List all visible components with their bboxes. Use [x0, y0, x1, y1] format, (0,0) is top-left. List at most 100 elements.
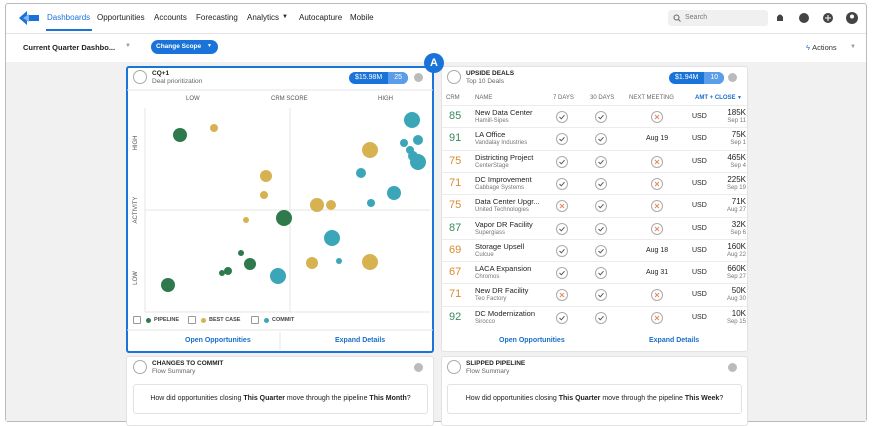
status-icon — [556, 311, 568, 324]
status-icon — [595, 244, 607, 257]
pill-count: 25 — [388, 72, 409, 84]
pill-amount: $1.94M — [675, 74, 699, 81]
footer-link[interactable]: Open Opportunities — [185, 337, 251, 344]
crm-score: 92 — [449, 310, 462, 323]
currency: USD — [692, 179, 707, 187]
logo — [19, 11, 39, 25]
account-name: CenterStage — [475, 162, 509, 169]
nav-tab[interactable]: Mobile — [350, 13, 374, 22]
question-part: This Quarter — [243, 395, 285, 402]
actions-button[interactable]: ϟ Actions — [806, 43, 837, 52]
info-icon — [414, 73, 423, 82]
currency: USD — [692, 313, 707, 321]
currency: USD — [692, 224, 707, 232]
top-icons[interactable] — [774, 11, 864, 25]
legend-dot — [146, 318, 151, 323]
close-date: Sep 19 — [726, 184, 746, 191]
x-high: HIGH — [378, 96, 393, 102]
row-divider — [442, 105, 747, 106]
card-title: UPSIDE DEALS — [466, 70, 515, 77]
card-subtitle: Flow Summary — [466, 368, 510, 375]
question-part: move through the pipeline — [284, 395, 370, 402]
deal-name: Data Center Upgr... — [475, 197, 540, 207]
row-divider — [442, 216, 747, 218]
next-meeting: Aug 18 — [646, 246, 669, 254]
card-title: SLIPPED PIPELINE — [466, 360, 526, 367]
change-scope-button[interactable]: Change Scope ▼ — [151, 40, 218, 54]
deal-name: New DR Facility — [475, 286, 529, 296]
column-header: 7 DAYS — [553, 95, 574, 101]
y-axis-label: HIGH — [133, 135, 139, 151]
dashboard-select[interactable]: Current Quarter Dashbo... — [23, 43, 116, 52]
currency: USD — [692, 202, 707, 210]
close-date: Aug 27 — [726, 207, 746, 214]
legend-checkbox[interactable] — [133, 316, 141, 324]
status-icon — [651, 288, 663, 302]
pill-count: 10 — [704, 72, 725, 84]
card-subtitle: Deal prioritization — [152, 78, 203, 85]
next-meeting: Aug 31 — [646, 269, 669, 277]
active-tab-underline — [46, 29, 92, 31]
card-icon — [447, 70, 461, 84]
status-icon — [556, 199, 568, 213]
account-name: United Technologies — [475, 207, 529, 214]
currency: USD — [692, 269, 707, 277]
crm-score: 91 — [449, 132, 462, 145]
currency: USD — [692, 113, 707, 120]
card-title: CQ+1 — [152, 70, 170, 77]
deal-name: DC Improvement — [475, 174, 532, 184]
nav-tab[interactable]: Dashboards — [47, 13, 91, 22]
question-part: This Week — [684, 395, 720, 402]
nav-tab[interactable]: Autocapture — [299, 13, 343, 22]
footer-link[interactable]: Expand Details — [649, 337, 700, 344]
legend-checkbox[interactable] — [251, 316, 259, 324]
card-icon — [133, 360, 147, 374]
actions-caret[interactable]: ▼ — [850, 44, 856, 50]
crm-score: 87 — [449, 221, 462, 234]
question-part: This Month — [369, 395, 407, 402]
deal-name: Vapor DR Facility — [475, 219, 533, 229]
close-date: Sep 27 — [726, 274, 746, 281]
status-icon — [595, 288, 607, 302]
dropdown-caret[interactable]: ▼ — [125, 43, 131, 49]
column-header: AMT + CLOSE — [695, 95, 736, 101]
nav-tab[interactable]: Opportunities — [97, 13, 145, 22]
amount: 32K — [731, 219, 746, 229]
question-part: move through the pipeline — [600, 395, 685, 402]
divider — [6, 33, 866, 34]
x-label: CRM SCORE — [271, 96, 308, 102]
legend-checkbox[interactable] — [188, 316, 196, 324]
info-icon — [414, 363, 423, 372]
account-name: Vandalay Industries — [475, 140, 528, 147]
close-date: Sep 1 — [730, 140, 746, 147]
status-icon — [595, 132, 607, 146]
deal-name: LA Office — [475, 130, 506, 140]
question-part: This Quarter — [558, 395, 601, 402]
crm-score: 85 — [449, 110, 462, 122]
search-box[interactable]: Search — [668, 10, 768, 26]
close-date: Sep 4 — [730, 162, 746, 169]
status-icon — [651, 177, 663, 190]
status-icon — [651, 222, 663, 235]
status-icon — [556, 222, 568, 235]
nav-tab[interactable]: Analytics — [247, 13, 280, 22]
footer-link[interactable]: Open Opportunities — [499, 337, 565, 344]
crm-score: 75 — [449, 199, 462, 212]
amount: 185K — [727, 108, 746, 117]
footer-link[interactable]: Expand Details — [335, 337, 386, 344]
sort-caret: ▼ — [737, 95, 742, 101]
row-divider — [442, 238, 747, 240]
nav-tab[interactable]: Accounts — [154, 13, 187, 22]
y-axis-label: LOW — [133, 271, 139, 285]
currency: USD — [692, 157, 707, 165]
nav-tab[interactable]: Forecasting — [196, 13, 238, 22]
crm-score: 71 — [449, 176, 462, 189]
close-date: Sep 6 — [730, 229, 746, 236]
card-subtitle: Flow Summary — [152, 368, 196, 375]
column-header: 30 DAYS — [590, 95, 615, 101]
status-icon — [556, 266, 568, 280]
deal-name: Storage Upsell — [475, 241, 525, 251]
question-part: ? — [719, 395, 724, 402]
status-icon — [595, 222, 607, 235]
next-meeting: Aug 19 — [646, 135, 669, 143]
